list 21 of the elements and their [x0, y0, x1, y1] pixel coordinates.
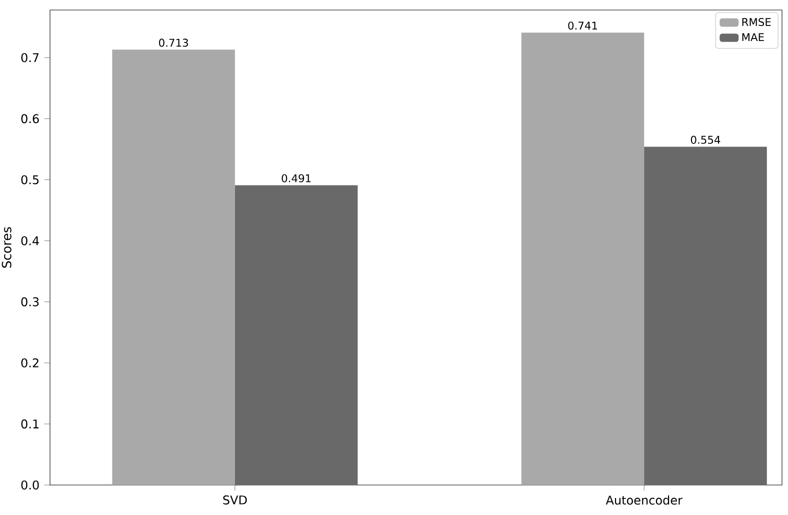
- legend-label: RMSE: [742, 18, 771, 26]
- data-label: 0.491: [282, 174, 311, 182]
- y-tick-label: 0.2: [21, 358, 38, 368]
- bar: [112, 50, 235, 485]
- y-tick-label: 0.5: [21, 175, 39, 184]
- y-axis-title: Scores: [2, 227, 12, 268]
- data-label: 0.554: [690, 136, 720, 144]
- y-tick-label: 0.7: [21, 53, 39, 62]
- y-tick-label: 0.0: [21, 480, 39, 490]
- y-tick-label: 0.6: [21, 114, 39, 124]
- bar: [234, 185, 358, 485]
- y-tick-label: 0.3: [21, 297, 39, 306]
- legend-label: MAE: [742, 33, 764, 42]
- data-label: 0.713: [159, 38, 188, 47]
- data-label: 0.741: [568, 22, 598, 30]
- y-tick-label: 0.1: [21, 419, 38, 428]
- bar: [521, 32, 644, 485]
- y-tick-label: 0.4: [21, 236, 39, 246]
- bar: [644, 146, 767, 485]
- x-tick-label: Autoencoder: [606, 495, 682, 505]
- x-tick-label: SVD: [223, 495, 247, 504]
